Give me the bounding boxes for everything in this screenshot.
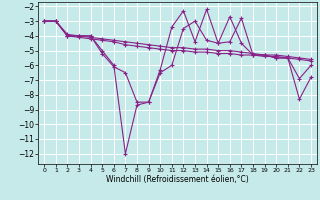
X-axis label: Windchill (Refroidissement éolien,°C): Windchill (Refroidissement éolien,°C) xyxy=(106,175,249,184)
